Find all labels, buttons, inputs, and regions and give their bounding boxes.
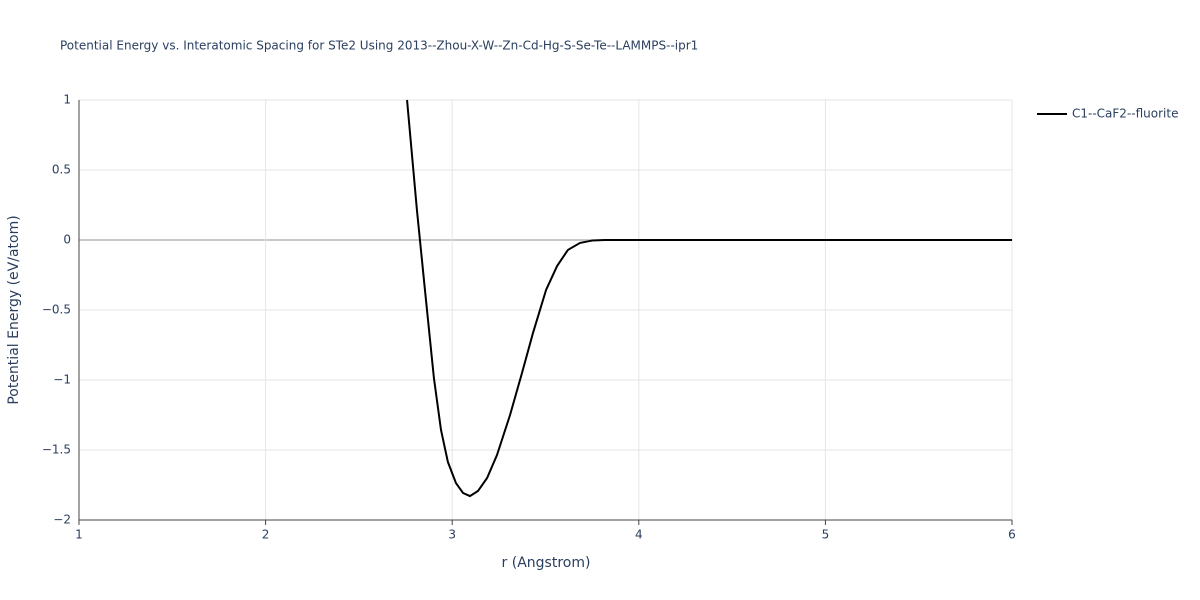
x-axis-title: r (Angstrom) (502, 555, 591, 571)
x-tick-label: 2 (262, 528, 270, 542)
x-tick-label: 1 (75, 528, 83, 542)
y-tick-label: −1.5 (42, 443, 71, 457)
y-tick-label: 0.5 (52, 163, 71, 177)
x-tick-label: 5 (822, 528, 830, 542)
legend-label: C1--CaF2--fluorite (1072, 107, 1178, 121)
y-tick-label: −0.5 (42, 303, 71, 317)
y-tick-label: −2 (53, 513, 71, 527)
y-tick-label: −1 (53, 373, 71, 387)
y-tick-label: 0 (63, 233, 71, 247)
x-tick-label: 3 (448, 528, 456, 542)
chart-title: Potential Energy vs. Interatomic Spacing… (60, 39, 698, 53)
y-axis-title: Potential Energy (eV/atom) (6, 215, 22, 404)
y-tick-label: 1 (63, 93, 71, 107)
data-line (406, 99, 1012, 498)
x-tick-label: 6 (1008, 528, 1016, 542)
x-tick-label: 4 (635, 528, 643, 542)
